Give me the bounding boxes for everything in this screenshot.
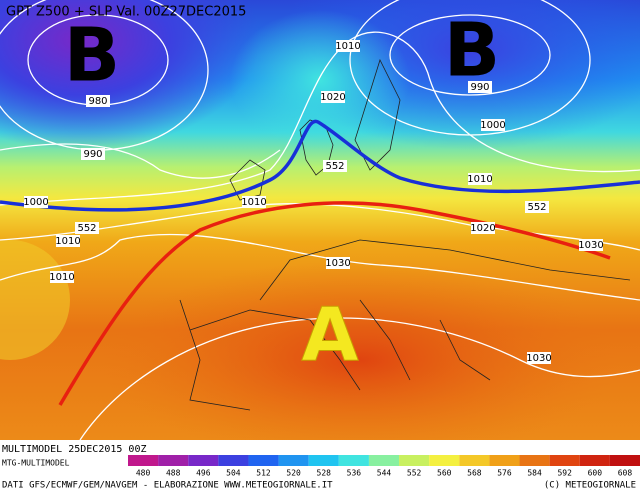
isobar-label: 552 <box>325 161 344 172</box>
isobar-label-bg <box>471 222 495 234</box>
isobar-label: 980 <box>88 96 107 107</box>
isobar-label-bg <box>468 173 492 185</box>
legend-swatch <box>489 455 520 466</box>
legend-swatch <box>399 455 430 466</box>
legend-swatch <box>188 455 219 466</box>
isobar-label: 1030 <box>526 353 551 364</box>
legend-swatch <box>519 455 550 466</box>
legend-label: 496 <box>196 469 211 478</box>
map-title: GPT Z500 + SLP Val. 00Z27DEC2015 <box>6 5 246 20</box>
isobar-label-bg <box>50 271 74 283</box>
isobar-label: 552 <box>527 202 546 213</box>
isobar-label: 1020 <box>320 92 345 103</box>
isobar-label: 1010 <box>55 236 80 247</box>
isobar-label: 1010 <box>467 174 492 185</box>
isobar-label-bg <box>579 239 603 251</box>
legend-label: 536 <box>347 469 362 478</box>
legend-swatch <box>429 455 460 466</box>
legend-label: 576 <box>497 469 512 478</box>
isobar-label-bg <box>336 40 360 52</box>
legend-swatch <box>278 455 309 466</box>
footer: MULTIMODEL 25DEC2015 00Z MTG-MULTIMODEL … <box>0 440 640 493</box>
isobar-label-bg <box>527 352 551 364</box>
pressure-center: B <box>444 8 500 94</box>
isobar-label: 990 <box>83 149 102 160</box>
legend-label: 488 <box>166 469 181 478</box>
isobar-label: 1010 <box>335 41 360 52</box>
isobar-label: 990 <box>470 82 489 93</box>
isobar-label: 552 <box>77 223 96 234</box>
model-label: MTG-MULTIMODEL <box>2 459 70 468</box>
isobar-label: 1000 <box>480 120 505 131</box>
legend-swatch <box>609 455 640 466</box>
legend-label: 608 <box>618 469 633 478</box>
copyright: (C) METEOGIORNALE <box>544 481 636 491</box>
isobar-label-bg <box>75 222 99 234</box>
isobar-label-bg <box>525 201 549 213</box>
legend-swatch <box>128 455 159 466</box>
legend-label: 520 <box>286 469 301 478</box>
isobar-label: 1000 <box>23 197 48 208</box>
legend-swatch <box>248 455 279 466</box>
isobar-label-bg <box>321 91 345 103</box>
legend-label: 544 <box>377 469 392 478</box>
legend-label: 512 <box>256 469 271 478</box>
legend-swatch <box>549 455 580 466</box>
isobar-label-bg <box>468 81 492 93</box>
isobar-label-bg <box>24 196 48 208</box>
legend-swatch <box>308 455 339 466</box>
isobar-label-bg <box>81 148 105 160</box>
legend-swatch <box>338 455 369 466</box>
legend-swatch <box>158 455 189 466</box>
credits: DATI GFS/ECMWF/GEM/NAVGEM - ELABORAZIONE… <box>2 481 333 491</box>
legend-label: 600 <box>588 469 603 478</box>
legend-swatch <box>459 455 490 466</box>
isobar-label-bg <box>86 95 110 107</box>
isobar-label: 1010 <box>241 197 266 208</box>
legend-swatch <box>218 455 249 466</box>
isobar-label: 1010 <box>49 272 74 283</box>
pressure-center: A <box>301 293 358 379</box>
isobar-label-bg <box>323 160 347 172</box>
legend-label: 592 <box>557 469 572 478</box>
isobar-label: 1030 <box>578 240 603 251</box>
legend-swatch <box>579 455 610 466</box>
isobar-label: 1020 <box>470 223 495 234</box>
pressure-center: B <box>64 13 120 99</box>
isobar-label-bg <box>56 235 80 247</box>
isobar-label-bg <box>242 196 266 208</box>
legend-label: 504 <box>226 469 241 478</box>
map: GPT Z500 + SLP Val. 00Z27DEC2015 1010 980… <box>0 0 640 460</box>
legend-label: 552 <box>407 469 422 478</box>
legend-swatch <box>368 455 400 466</box>
legend-label: 584 <box>527 469 542 478</box>
isobar-label: 1030 <box>325 258 350 269</box>
legend-label: 560 <box>437 469 452 478</box>
run-label: MULTIMODEL 25DEC2015 00Z <box>2 444 147 455</box>
legend-label: 480 <box>136 469 151 478</box>
legend-label: 568 <box>467 469 482 478</box>
isobar-label-bg <box>326 257 350 269</box>
isobar-label-bg <box>481 119 505 131</box>
legend-label: 528 <box>317 469 332 478</box>
